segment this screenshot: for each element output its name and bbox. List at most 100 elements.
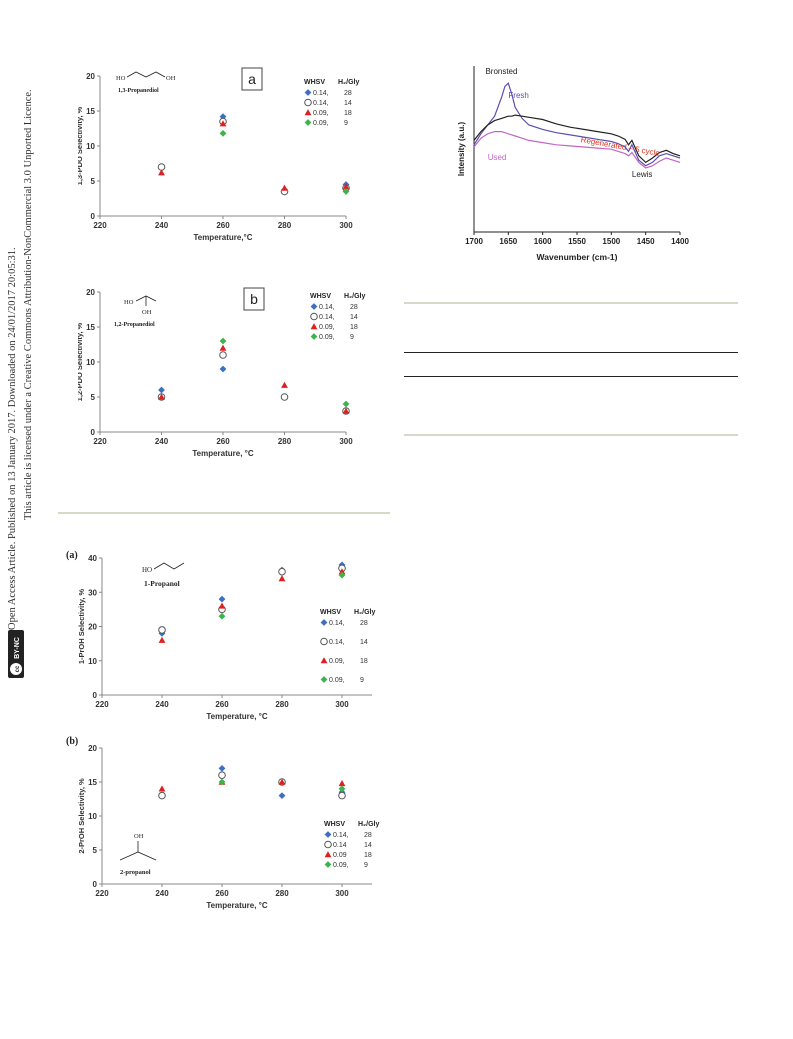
- x-tick-label: 1650: [499, 237, 517, 246]
- legend-h2gly: 9: [350, 334, 354, 341]
- x-axis-label: Wavenumber (cm-1): [537, 252, 618, 262]
- y-tick-label: 0: [91, 428, 96, 437]
- legend-marker: [310, 323, 318, 330]
- molecule-structure: HO OH 1,2-Propanediol: [114, 295, 157, 328]
- licence-line-1: Open Access Article. Published on 13 Jan…: [7, 247, 18, 630]
- data-point: [338, 571, 346, 579]
- legend-whsv: 0.14,: [313, 90, 329, 97]
- table-rule-2: [404, 376, 738, 377]
- data-point: [342, 400, 350, 408]
- legend-h2gly: 14: [360, 639, 368, 646]
- y-tick-label: 0: [93, 880, 98, 889]
- chart-13pdo-selectivity: 220 240 260 280 300 0 5 10 15 20 Temperature,°C 1,3…: [78, 67, 360, 242]
- data-point: [338, 785, 346, 793]
- panel-label-box: [241, 67, 263, 91]
- molecule-oh: OH: [142, 309, 152, 316]
- y-tick-label: 10: [88, 812, 97, 821]
- molecule-name: 1-Propanol: [144, 579, 180, 588]
- panel-label: (b): [66, 736, 78, 747]
- data-point: [219, 130, 227, 137]
- divider-right-bottom: [404, 434, 738, 436]
- data-point: [278, 575, 286, 582]
- y-tick-label: 10: [88, 657, 97, 666]
- x-tick-label: 300: [339, 221, 353, 230]
- y-tick-label: 15: [86, 323, 95, 332]
- molecule-name: 2-propanol: [120, 869, 151, 876]
- legend-header-whsv: WHSV: [320, 609, 341, 616]
- panel-label: (a): [66, 550, 78, 561]
- legend-whsv: 0.14,: [319, 304, 335, 311]
- legend-marker: [304, 89, 312, 96]
- y-axis-label: 1-PrOH Selectivity, %: [77, 589, 86, 665]
- y-tick-label: 20: [88, 744, 97, 753]
- data-point: [342, 407, 350, 414]
- legend-h2gly: 14: [350, 314, 358, 321]
- legend: WHSV H₂/Gly 0.14, 28 0.14 14 0.09 18 0.09, 9: [324, 821, 380, 869]
- legend-marker: [304, 109, 312, 116]
- legend: WHSV H₂/Gly 0.14, 28 0.14, 14 0.09, 18 0.09, 9: [304, 79, 360, 127]
- y-tick-label: 5: [93, 846, 98, 855]
- legend-whsv: 0.09,: [329, 677, 345, 684]
- legend-marker: [324, 831, 332, 838]
- molecule-ho: HO: [124, 299, 134, 306]
- legend-marker: [324, 840, 332, 849]
- cc-badge[interactable]: cc BY-NC: [8, 630, 24, 678]
- legend-h2gly: 28: [364, 832, 372, 839]
- label-bronsted: Bronsted: [485, 67, 517, 76]
- y-tick-label: 30: [88, 588, 97, 597]
- x-tick-label: 220: [95, 889, 109, 898]
- data-point: [219, 337, 227, 345]
- chart-ir-spectra: 1700 1650 1600 1550 1500 1450 1400 Wavenumber (…: [457, 66, 689, 262]
- legend-h2gly: 18: [364, 852, 372, 859]
- x-axis-label: Temperature, °C: [206, 712, 268, 721]
- x-tick-label: 220: [93, 221, 107, 230]
- x-tick-label: 220: [95, 700, 109, 709]
- x-tick-label: 300: [335, 889, 349, 898]
- data-point: [218, 778, 226, 786]
- legend-header-h2gly: H₂/Gly: [338, 79, 360, 86]
- legend-whsv: 0.09,: [313, 110, 329, 117]
- legend-h2gly: 9: [360, 677, 364, 684]
- label-fresh: Fresh: [508, 91, 528, 100]
- x-tick-label: 240: [155, 437, 169, 446]
- legend-header-h2gly: H₂/Gly: [354, 609, 376, 616]
- legend-marker: [320, 676, 328, 683]
- legend-h2gly: 18: [350, 324, 358, 331]
- legend-whsv: 0.14,: [329, 639, 345, 646]
- x-tick-label: 220: [93, 437, 107, 446]
- licence-sidebar: Open Access Article. Published on 13 Jan…: [7, 89, 34, 678]
- x-tick-label: 260: [216, 221, 230, 230]
- spectrum-used: [473, 130, 681, 169]
- table-rule-1: [404, 352, 738, 353]
- data-point: [158, 791, 166, 800]
- y-tick-label: 20: [86, 72, 95, 81]
- x-tick-label: 260: [215, 889, 229, 898]
- spectrum-regenerated: [473, 114, 681, 164]
- y-tick-label: 10: [86, 142, 95, 151]
- legend-whsv: 0.09,: [333, 862, 349, 869]
- x-tick-label: 280: [278, 437, 292, 446]
- x-tick-label: 1450: [637, 237, 655, 246]
- legend-whsv: 0.09,: [329, 658, 345, 665]
- y-tick-label: 15: [86, 107, 95, 116]
- molecule-bonds: [153, 562, 185, 570]
- legend-h2gly: 18: [360, 658, 368, 665]
- x-tick-label: 280: [275, 700, 289, 709]
- y-axis-label: 2-PrOH Selectivity, %: [77, 778, 86, 854]
- data-point: [218, 602, 226, 609]
- legend-whsv: 0.14: [333, 842, 347, 849]
- y-tick-label: 0: [93, 691, 98, 700]
- legend-h2gly: 28: [350, 304, 358, 311]
- x-tick-label: 1400: [671, 237, 689, 246]
- legend-h2gly: 18: [344, 110, 352, 117]
- legend-whsv: 0.14,: [313, 100, 329, 107]
- x-tick-label: 240: [155, 221, 169, 230]
- legend-marker: [310, 333, 318, 340]
- legend-whsv: 0.09,: [319, 334, 335, 341]
- molecule-structure: HO 1-Propanol: [142, 562, 185, 588]
- y-axis-label: 1,3-PDO Selectivity, %: [78, 106, 84, 185]
- legend-marker: [320, 637, 328, 646]
- data-point: [218, 765, 226, 772]
- y-tick-label: 0: [91, 212, 96, 221]
- y-tick-label: 5: [91, 177, 96, 186]
